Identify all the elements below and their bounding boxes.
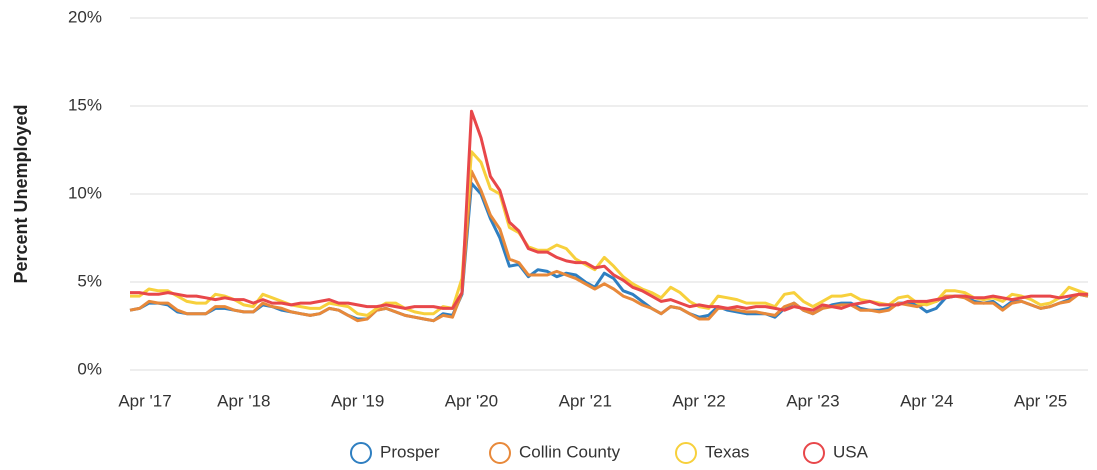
x-tick-label: Apr '20	[445, 391, 498, 410]
y-tick-label: 15%	[68, 95, 102, 114]
series-line	[130, 150, 1089, 317]
series-line	[129, 181, 1089, 323]
series-line	[130, 109, 1088, 312]
legend-label: Collin County	[519, 442, 621, 461]
x-tick-label: Apr '17	[118, 391, 171, 410]
x-tick-label: Apr '23	[786, 391, 839, 410]
y-axis-label: Percent Unemployed	[11, 104, 31, 283]
y-tick-label: 10%	[68, 183, 102, 202]
legend-marker	[803, 442, 825, 464]
y-tick-label: 0%	[77, 359, 102, 378]
legend-marker	[489, 442, 511, 464]
x-tick-label: Apr '25	[1014, 391, 1067, 410]
y-tick-label: 5%	[77, 271, 102, 290]
legend-label: Texas	[705, 442, 749, 461]
legend-label: USA	[833, 442, 869, 461]
x-tick-label: Apr '22	[672, 391, 725, 410]
y-tick-label: 20%	[68, 7, 102, 26]
legend-marker	[350, 442, 372, 464]
legend-label: Prosper	[380, 442, 440, 461]
x-tick-label: Apr '24	[900, 391, 953, 410]
x-tick-label: Apr '19	[331, 391, 384, 410]
x-tick-label: Apr '18	[217, 391, 270, 410]
legend-marker	[675, 442, 697, 464]
x-tick-label: Apr '21	[559, 391, 612, 410]
